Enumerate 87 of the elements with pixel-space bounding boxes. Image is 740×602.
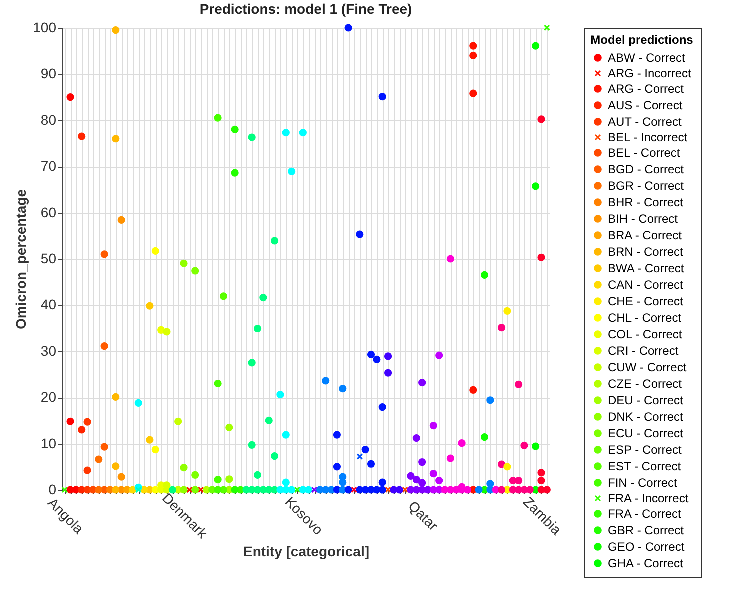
y-tick-label: 70 (40, 158, 57, 174)
point (356, 454, 364, 460)
legend-label: FRA - Incorrect (608, 492, 690, 506)
legend-label: CHE - Correct (608, 294, 684, 308)
chart-title: Predictions: model 1 (Fine Tree) (200, 1, 412, 17)
point (464, 486, 472, 494)
legend-label: ECU - Correct (608, 426, 684, 440)
point (402, 486, 408, 494)
point (356, 230, 364, 238)
legend-label: CRI - Correct (608, 344, 680, 358)
legend-label: ARG - Correct (608, 82, 685, 96)
point (373, 356, 381, 364)
legend-label: EST - Correct (608, 460, 682, 474)
y-tick-label: 60 (40, 204, 57, 220)
legend-label: BEL - Correct (608, 146, 681, 160)
point (367, 350, 376, 358)
point (446, 255, 454, 263)
legend-label: AUT - Correct (608, 115, 682, 129)
point (294, 486, 301, 494)
point (384, 352, 392, 360)
point (231, 486, 239, 494)
legend-label: BGD - Correct (608, 162, 685, 176)
point (333, 431, 342, 439)
legend-label: CAN - Correct (608, 278, 684, 292)
legend-label: BWA - Correct (608, 262, 685, 276)
point (526, 486, 534, 494)
point (214, 486, 222, 494)
point (198, 486, 204, 494)
legend-label: COL - Correct (608, 328, 683, 342)
point (498, 486, 506, 494)
y-tick-label: 100 (33, 20, 57, 36)
legend-label: CHL - Correct (608, 311, 682, 325)
point (498, 460, 506, 468)
point (436, 476, 444, 485)
point (446, 454, 454, 462)
legend-label: BHR - Correct (608, 196, 684, 210)
point (112, 486, 120, 494)
y-tick-label: 80 (40, 112, 57, 128)
point (140, 486, 148, 494)
legend-title: Model predictions (590, 33, 694, 47)
y-tick-label: 10 (40, 435, 57, 452)
point (95, 486, 103, 494)
legend-label: BIH - Correct (608, 212, 679, 226)
point (520, 442, 528, 450)
point (135, 486, 142, 494)
point (430, 470, 438, 478)
legend-label: GBR - Correct (608, 524, 685, 538)
y-tick-label: 40 (40, 296, 57, 313)
y-tick-label: 90 (40, 66, 57, 82)
point (544, 24, 550, 32)
point (282, 478, 290, 486)
legend-label: CUW - Correct (608, 360, 688, 374)
legend-label: ESP - Correct (608, 443, 682, 457)
legend-label: FRA - Correct (608, 507, 682, 521)
legend-label: CZE - Correct (608, 377, 683, 391)
point (384, 369, 392, 377)
point (362, 446, 370, 454)
point (385, 486, 392, 494)
x-axis-title: Entity [categorical] (243, 544, 370, 560)
point (344, 24, 352, 32)
legend-label: DEU - Correct (608, 394, 684, 408)
point (430, 422, 438, 430)
point (186, 486, 193, 494)
point (378, 93, 386, 101)
y-tick-label: 50 (40, 250, 57, 266)
y-tick-label: 20 (40, 389, 57, 406)
y-axis-title: Omicron_percentage (13, 189, 30, 330)
point (458, 440, 466, 448)
point (514, 380, 523, 388)
legend-label: BEL - Incorrect (608, 130, 688, 144)
y-tick-label: 0 (48, 482, 57, 498)
point (396, 486, 404, 494)
legend-label: BRA - Correct (608, 228, 683, 242)
point (436, 352, 444, 360)
legend-label: FIN - Correct (608, 476, 678, 490)
legend-label: AUS - Correct (608, 98, 684, 112)
legend-label: ABW - Correct (608, 51, 686, 65)
point (339, 478, 347, 486)
legend-label: ARG - Incorrect (608, 66, 692, 80)
point (498, 324, 506, 332)
legend-label: GEO - Correct (608, 540, 686, 554)
legend-label: GHA - Correct (608, 556, 684, 570)
y-tick-label: 30 (40, 342, 57, 359)
point (129, 486, 137, 494)
legend-label: DNK - Correct (608, 410, 684, 424)
legend-label: BGR - Correct (608, 179, 685, 193)
legend-label: BRN - Correct (608, 245, 684, 259)
